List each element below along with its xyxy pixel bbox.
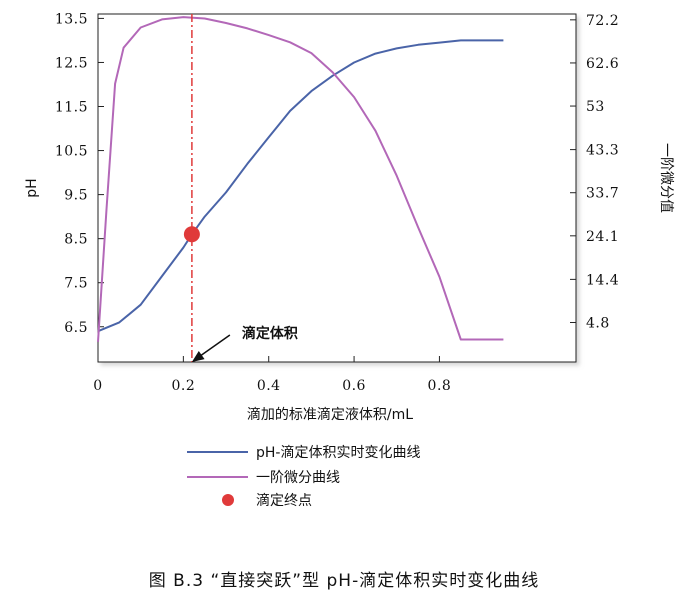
y-tick-label: 11.5 xyxy=(55,100,88,116)
y2-tick-label: 4.8 xyxy=(586,315,610,331)
x-axis-ticks: 0 0.2 0.4 0.6 0.8 xyxy=(93,356,451,394)
x-tick-label: 0.8 xyxy=(428,378,452,394)
y-tick-label: 12.5 xyxy=(55,55,88,71)
y2-axis-ticks: 4.8 14.4 24.1 33.7 43.3 53 62.6 72.2 xyxy=(570,13,619,331)
legend-label-ph: pH-滴定体积实时变化曲线 xyxy=(256,444,420,461)
y2-axis-title: 一阶微分值 xyxy=(658,143,674,213)
annotation: 滴定体积 xyxy=(191,325,298,362)
y2-tick-label: 43.3 xyxy=(586,143,619,159)
y2-tick-label: 14.4 xyxy=(586,272,619,288)
annotation-arrowhead xyxy=(191,350,205,362)
derivative-curve xyxy=(97,16,504,342)
legend-swatch-endpoint xyxy=(222,494,234,506)
y-axis-ticks: 6.5 7.5 8.5 9.5 10.5 11.5 12.5 13.5 xyxy=(55,11,104,336)
legend-label-derivative: 一阶微分曲线 xyxy=(256,470,340,486)
y-tick-label: 7.5 xyxy=(64,276,88,292)
endpoint-marker xyxy=(183,226,200,243)
annotation-label: 滴定体积 xyxy=(242,325,298,342)
y-tick-label: 10.5 xyxy=(55,144,88,160)
legend-label-endpoint: 滴定终点 xyxy=(256,492,312,509)
y2-tick-label: 33.7 xyxy=(586,186,619,202)
y2-tick-label: 62.6 xyxy=(586,56,619,72)
y-tick-label: 8.5 xyxy=(64,232,88,248)
y-tick-label: 9.5 xyxy=(64,188,88,204)
x-tick-label: 0.6 xyxy=(342,378,366,394)
plot-area xyxy=(97,13,577,363)
ph-curve xyxy=(97,39,504,333)
legend: pH-滴定体积实时变化曲线 一阶微分曲线 滴定终点 xyxy=(187,444,420,509)
y-axis-title: pH xyxy=(24,178,40,197)
y2-tick-label: 53 xyxy=(586,99,605,115)
titration-chart: 0 0.2 0.4 0.6 0.8 6.5 7.5 8.5 9.5 10.5 11.5 12.5 13… xyxy=(24,11,674,509)
x-tick-label: 0.2 xyxy=(171,378,195,394)
y2-tick-label: 24.1 xyxy=(586,229,619,245)
y2-tick-label: 72.2 xyxy=(586,13,619,29)
x-tick-label: 0.4 xyxy=(257,378,281,394)
figure-caption: 图 B.3 “直接突跃”型 pH-滴定体积实时变化曲线 xyxy=(148,571,540,591)
y-tick-label: 13.5 xyxy=(55,11,88,27)
x-tick-label: 0 xyxy=(93,378,102,394)
x-axis-title: 滴加的标准滴定液体积/mL xyxy=(247,406,413,423)
y-tick-label: 6.5 xyxy=(64,320,88,336)
series-layer xyxy=(97,16,504,342)
